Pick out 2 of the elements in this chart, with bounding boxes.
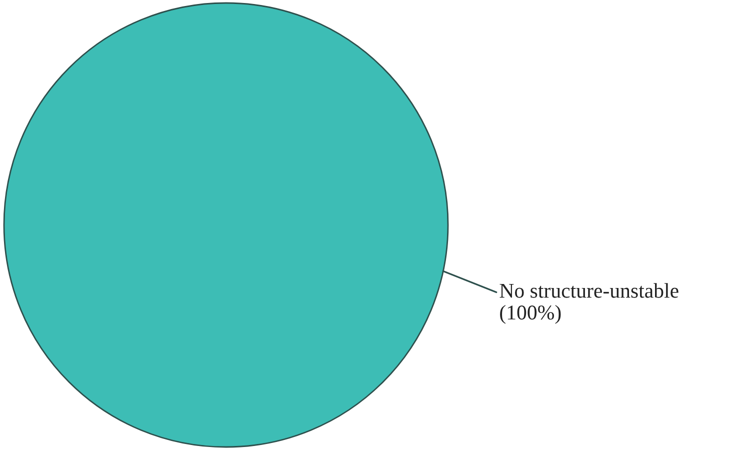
slice-label: No structure-unstable	[500, 283, 678, 298]
data-label: (100%)	[500, 304, 561, 324]
